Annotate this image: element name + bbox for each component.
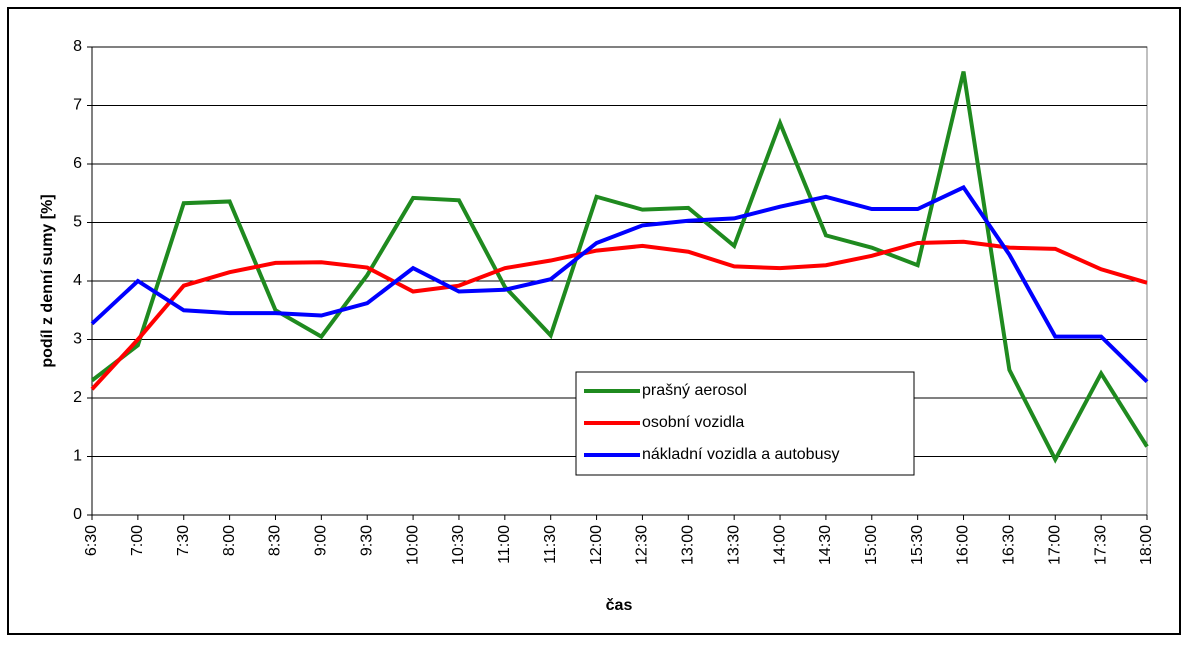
y-tick-label: 0: [73, 506, 82, 523]
line-series: [90, 239, 1148, 391]
y-tick-label: 3: [73, 331, 82, 348]
y-tick-label: 4: [73, 272, 82, 289]
legend: prašný aerosol osobní vozidla nákladní voz…: [575, 371, 915, 476]
x-tick-label: 9:00: [313, 525, 330, 556]
legend-label: nákladní vozidla a autobusy: [642, 446, 839, 463]
x-tick-label: 15:30: [909, 525, 926, 565]
x-tick-label: 18:00: [1138, 525, 1155, 565]
x-tick-label: 14:30: [817, 525, 834, 565]
x-tick-label: 7:00: [129, 525, 146, 556]
x-tick-label: 6:30: [83, 525, 100, 556]
x-tick-label: 8:00: [221, 525, 238, 556]
x-axis-label: čas: [606, 597, 633, 614]
x-tick-label: 14:00: [771, 525, 788, 565]
y-axis-label: podíl z denní sumy [%]: [39, 194, 56, 367]
x-tick-label: 16:00: [955, 525, 972, 565]
y-tick-label: 7: [73, 97, 82, 114]
x-tick-label: 7:30: [175, 525, 192, 556]
y-tick-label: 2: [73, 389, 82, 406]
x-tick-label: 13:00: [680, 525, 697, 565]
x-tick-label: 15:00: [863, 525, 880, 565]
legend-label: prašný aerosol: [642, 382, 747, 399]
x-tick-label: 8:30: [267, 525, 284, 556]
x-tick-label: 13:30: [725, 525, 742, 565]
x-tick-label: 12:30: [634, 525, 651, 565]
x-tick-label: 12:00: [588, 525, 605, 565]
line-series: [90, 71, 1149, 464]
x-tick-label: 11:00: [496, 525, 513, 564]
line-series: [90, 184, 1149, 384]
legend-label: osobní vozidla: [642, 414, 744, 431]
y-tick-label: 6: [73, 155, 82, 172]
y-tick-label: 1: [73, 448, 82, 465]
y-tick-label: 5: [73, 214, 82, 231]
x-tick-label: 9:30: [358, 525, 375, 556]
x-tick-label: 11:30: [542, 525, 559, 564]
x-tick-label: 10:30: [450, 525, 467, 565]
y-tick-label: 8: [73, 38, 82, 55]
x-tick-label: 17:00: [1046, 525, 1063, 565]
x-tick-label: 17:30: [1092, 525, 1109, 565]
x-tick-label: 16:30: [1001, 525, 1018, 565]
x-tick-label: 10:00: [404, 525, 421, 565]
